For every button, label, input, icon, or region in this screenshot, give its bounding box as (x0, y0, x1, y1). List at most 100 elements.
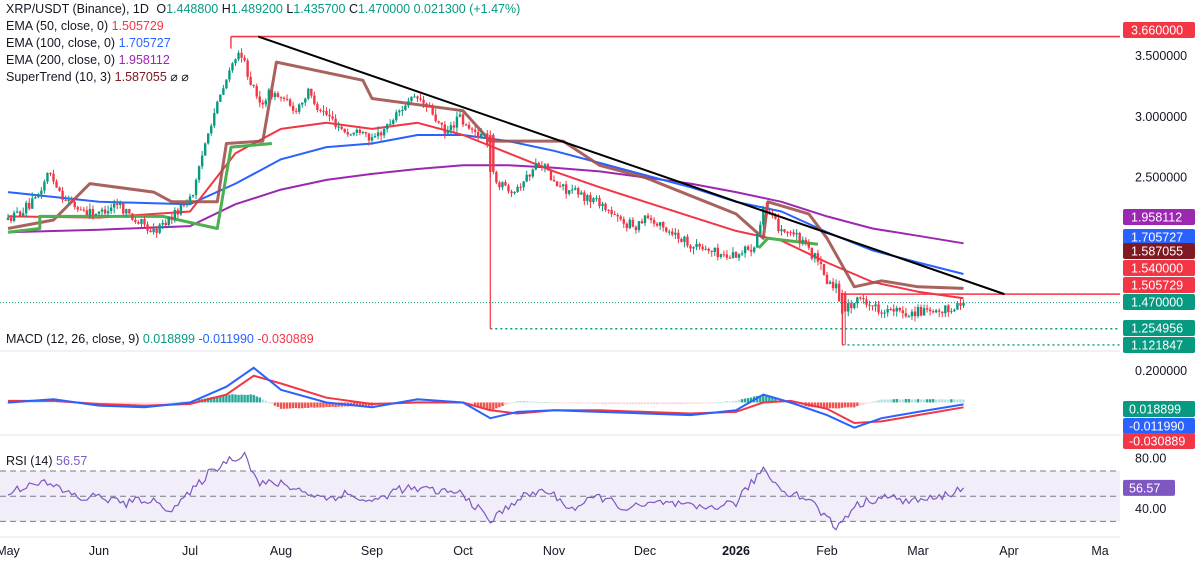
macd-histogram-bar (698, 402, 701, 404)
macd-histogram-bar (483, 402, 486, 409)
candle (203, 142, 207, 156)
macd-histogram-bar (328, 402, 331, 407)
macd-histogram-bar (889, 399, 892, 403)
candle-body (698, 243, 701, 247)
candle (886, 305, 889, 317)
candle (737, 253, 741, 262)
candle-body (382, 129, 386, 136)
macd-histogram-bar (865, 402, 868, 404)
candle (658, 222, 662, 231)
candle-body (267, 89, 271, 101)
candle-body (146, 224, 149, 231)
macd-histogram-bar (237, 394, 240, 403)
candle (519, 183, 522, 191)
candle (944, 305, 947, 318)
macd-histogram-bar (871, 401, 874, 403)
candle-body (428, 105, 431, 107)
candle (734, 251, 738, 258)
candle-body (376, 132, 380, 137)
candle (558, 181, 562, 188)
candle-body (689, 245, 692, 249)
macd-line-value: -0.011990 (198, 332, 254, 346)
candle-body (583, 192, 586, 202)
candle-body (298, 104, 301, 112)
candle (152, 223, 155, 235)
candle-body (434, 114, 437, 122)
legend-supertrend[interactable]: SuperTrend (10, 3) 1.587055 ⌀ ⌀ (6, 69, 189, 86)
candle-body (91, 208, 95, 216)
candle-body (291, 105, 295, 111)
candle-body (613, 214, 616, 216)
candle (589, 192, 592, 208)
ema100-label: EMA (100, close, 0) (6, 36, 116, 50)
candle (158, 222, 161, 235)
legend-ema50[interactable]: EMA (50, close, 0) 1.505729 (6, 18, 164, 35)
price-tag-bg (1123, 209, 1195, 225)
macd-histogram-bar (619, 402, 622, 404)
candle (507, 183, 510, 194)
legend-macd[interactable]: MACD (12, 26, close, 9) 0.018899 -0.0119… (6, 331, 314, 348)
macd-histogram-bar (813, 402, 817, 408)
candle-body (947, 305, 950, 313)
candle (410, 96, 413, 104)
price-tag-bg (1123, 229, 1195, 245)
macd-histogram-bar (707, 402, 710, 404)
candle (194, 178, 198, 200)
x-tick-label: Feb (816, 544, 838, 558)
candle (470, 127, 474, 134)
candle-body (270, 89, 274, 97)
candle-body (574, 188, 577, 190)
candle (167, 216, 170, 228)
candle (173, 207, 177, 223)
candle (950, 308, 953, 314)
macd-histogram-bar (307, 402, 310, 408)
macd-histogram-bar (665, 402, 668, 405)
macd-histogram-bar (762, 394, 765, 403)
macd-histogram-bar (886, 399, 889, 403)
candle (267, 87, 271, 103)
candle (765, 202, 768, 218)
candle-body (746, 246, 750, 250)
candle (340, 124, 343, 131)
macd-histogram-bar (616, 402, 619, 405)
macd-histogram-bar (850, 402, 853, 408)
candle-body (328, 114, 331, 117)
candle-body (825, 274, 829, 284)
macd-histogram-bar (194, 399, 198, 403)
candle-body (155, 228, 158, 233)
macd-histogram-bar (361, 402, 365, 406)
macd-histogram-bar (743, 398, 747, 403)
close-value: 1.470000 (357, 2, 411, 16)
macd-histogram-bar (786, 402, 789, 404)
macd-histogram-bar (149, 402, 152, 404)
macd-histogram-bar (916, 399, 920, 403)
candle (240, 48, 243, 63)
macd-histogram-bar (525, 401, 528, 403)
candle-body (185, 203, 189, 205)
candle (928, 306, 932, 316)
macd-histogram-bar (213, 396, 216, 403)
candle-body (9, 217, 13, 222)
candle-body (840, 292, 844, 314)
macd-histogram-bar (589, 402, 592, 404)
legend-rsi[interactable]: RSI (14) 56.57 (6, 453, 87, 470)
rsi-value-tag: 56.57 (1123, 479, 1175, 496)
macd-histogram-bar (210, 397, 213, 403)
legend-ema200[interactable]: EMA (200, close, 0) 1.958112 (6, 52, 170, 69)
supertrend-extra-icons: ⌀ ⌀ (170, 70, 189, 84)
candle-body (792, 232, 795, 235)
macd-histogram-bar (34, 402, 37, 403)
candle-body (455, 116, 459, 128)
candle (792, 229, 795, 237)
macd-histogram-bar (944, 399, 947, 403)
candle (73, 198, 76, 210)
candle (825, 271, 829, 285)
legend-ema100[interactable]: EMA (100, close, 0) 1.705727 (6, 35, 171, 52)
rsi-tag-label: 56.57 (1129, 481, 1160, 495)
macd-histogram-bar (425, 400, 428, 403)
macd-histogram-bar (255, 396, 258, 403)
candle (37, 192, 40, 199)
candle (464, 123, 468, 126)
macd-histogram-bar (558, 402, 562, 404)
